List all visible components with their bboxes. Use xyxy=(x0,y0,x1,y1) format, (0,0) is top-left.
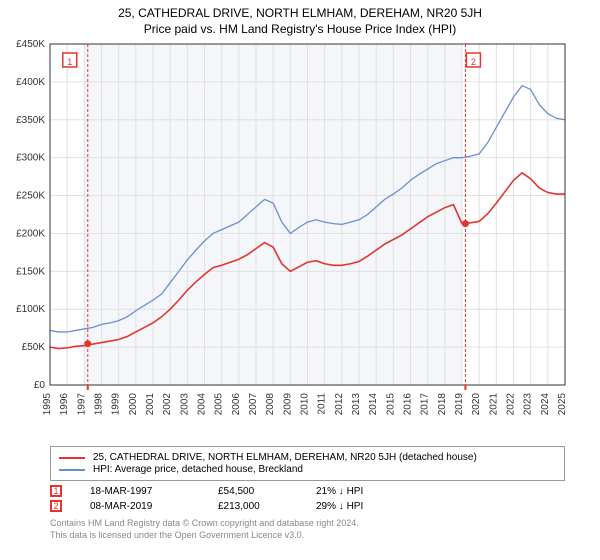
svg-text:1999: 1999 xyxy=(111,393,122,416)
chart-area: £0 £50K £100K £150K £200K £250K £300K £350K £400… xyxy=(0,40,600,440)
svg-text:2010: 2010 xyxy=(300,393,311,416)
svg-text:£300K: £300K xyxy=(16,153,45,164)
svg-text:2013: 2013 xyxy=(351,393,362,416)
svg-text:1998: 1998 xyxy=(94,393,105,416)
svg-text:2012: 2012 xyxy=(334,393,345,416)
record-date: 08-MAR-2019 xyxy=(90,501,190,512)
svg-text:2006: 2006 xyxy=(231,393,242,416)
record-date: 18-MAR-1997 xyxy=(90,486,190,497)
records-table: 1 18-MAR-1997 £54,500 21% ↓ HPI 2 08-MAR… xyxy=(50,485,565,512)
record-row: 2 08-MAR-2019 £213,000 29% ↓ HPI xyxy=(50,500,565,512)
svg-text:2005: 2005 xyxy=(214,393,225,416)
legend-row: 25, CATHEDRAL DRIVE, NORTH ELMHAM, DEREH… xyxy=(59,452,556,463)
svg-text:2009: 2009 xyxy=(282,393,293,416)
legend-row: HPI: Average price, detached house, Brec… xyxy=(59,464,556,475)
svg-text:1997: 1997 xyxy=(76,393,87,416)
svg-text:£400K: £400K xyxy=(16,77,45,88)
legend-swatch xyxy=(59,457,85,459)
legend: 25, CATHEDRAL DRIVE, NORTH ELMHAM, DEREH… xyxy=(50,446,565,481)
svg-text:2014: 2014 xyxy=(368,393,379,416)
record-price: £213,000 xyxy=(218,501,288,512)
svg-text:2023: 2023 xyxy=(523,393,534,416)
svg-text:£50K: £50K xyxy=(22,342,46,353)
svg-text:£450K: £450K xyxy=(16,40,45,50)
svg-text:2002: 2002 xyxy=(162,393,173,416)
title-main: 25, CATHEDRAL DRIVE, NORTH ELMHAM, DEREH… xyxy=(0,6,600,20)
record-row: 1 18-MAR-1997 £54,500 21% ↓ HPI xyxy=(50,485,565,497)
footer: Contains HM Land Registry data © Crown c… xyxy=(50,518,565,541)
svg-text:£350K: £350K xyxy=(16,115,45,126)
svg-text:2020: 2020 xyxy=(471,393,482,416)
footer-line: Contains HM Land Registry data © Crown c… xyxy=(50,518,565,530)
svg-text:2018: 2018 xyxy=(437,393,448,416)
chart-svg: £0 £50K £100K £150K £200K £250K £300K £350K £400… xyxy=(0,40,600,440)
svg-text:2025: 2025 xyxy=(557,393,568,416)
svg-text:1: 1 xyxy=(67,57,72,67)
svg-text:2011: 2011 xyxy=(317,393,328,415)
svg-text:2000: 2000 xyxy=(128,393,139,416)
svg-text:2007: 2007 xyxy=(248,393,259,416)
record-marker: 2 xyxy=(50,500,62,512)
svg-text:2001: 2001 xyxy=(145,393,156,416)
legend-swatch xyxy=(59,469,85,471)
legend-label: 25, CATHEDRAL DRIVE, NORTH ELMHAM, DEREH… xyxy=(93,452,477,463)
svg-text:2003: 2003 xyxy=(179,393,190,416)
svg-text:2: 2 xyxy=(471,57,476,67)
record-diff: 29% ↓ HPI xyxy=(316,501,416,512)
svg-text:2004: 2004 xyxy=(197,393,208,416)
svg-text:1995: 1995 xyxy=(42,393,53,416)
svg-text:2015: 2015 xyxy=(385,393,396,416)
svg-text:2021: 2021 xyxy=(488,393,499,416)
svg-text:2017: 2017 xyxy=(420,393,431,416)
svg-text:1996: 1996 xyxy=(59,393,70,416)
chart-container: 25, CATHEDRAL DRIVE, NORTH ELMHAM, DEREH… xyxy=(0,0,600,541)
svg-text:2008: 2008 xyxy=(265,393,276,416)
titles: 25, CATHEDRAL DRIVE, NORTH ELMHAM, DEREH… xyxy=(0,0,600,40)
svg-text:£200K: £200K xyxy=(16,228,45,239)
svg-text:£100K: £100K xyxy=(16,304,45,315)
svg-text:2019: 2019 xyxy=(454,393,465,416)
legend-label: HPI: Average price, detached house, Brec… xyxy=(93,464,303,475)
svg-text:2022: 2022 xyxy=(506,393,517,416)
svg-text:£0: £0 xyxy=(34,380,46,391)
svg-text:2024: 2024 xyxy=(540,393,551,416)
svg-text:£250K: £250K xyxy=(16,191,45,202)
title-sub: Price paid vs. HM Land Registry's House … xyxy=(0,22,600,36)
record-marker: 1 xyxy=(50,485,62,497)
svg-text:2016: 2016 xyxy=(403,393,414,416)
svg-text:£150K: £150K xyxy=(16,266,45,277)
footer-line: This data is licensed under the Open Gov… xyxy=(50,530,565,542)
record-diff: 21% ↓ HPI xyxy=(316,486,416,497)
record-price: £54,500 xyxy=(218,486,288,497)
